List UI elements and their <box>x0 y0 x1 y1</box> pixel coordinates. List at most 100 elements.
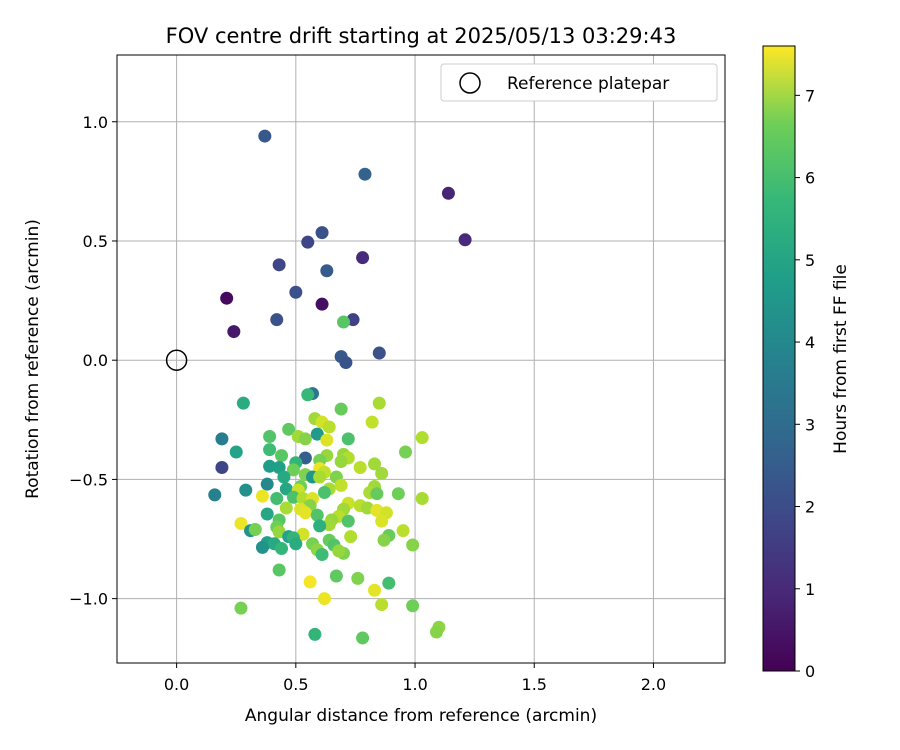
y-axis-label: Rotation from reference (arcmin) <box>23 219 43 499</box>
data-point <box>334 478 348 492</box>
data-point <box>277 470 291 484</box>
legend: Reference platepar <box>440 63 718 102</box>
data-point <box>356 251 370 265</box>
data-point <box>286 463 300 477</box>
data-point <box>303 575 317 589</box>
data-point <box>248 522 262 536</box>
data-point <box>415 491 429 505</box>
data-point <box>377 533 391 547</box>
data-point <box>315 226 329 240</box>
data-point <box>368 583 382 597</box>
y-tick-label: −1.0 <box>69 590 108 609</box>
data-point <box>341 432 355 446</box>
data-point <box>372 396 386 410</box>
data-point <box>263 459 277 473</box>
x-tick-label: 1.5 <box>522 675 547 694</box>
data-point <box>258 129 272 143</box>
x-tick-label: 0.0 <box>164 675 189 694</box>
data-point <box>351 571 365 585</box>
points-layer <box>208 129 472 645</box>
data-point <box>344 530 358 544</box>
data-point <box>298 432 312 446</box>
data-point <box>322 420 336 434</box>
data-point <box>208 488 222 502</box>
colorbar-tick-label: 6 <box>805 169 815 188</box>
data-point <box>441 186 455 200</box>
colorbar-tick-label: 5 <box>805 251 815 270</box>
data-point <box>370 487 384 501</box>
data-point <box>289 537 303 551</box>
data-point <box>234 601 248 615</box>
y-tick-label: 0.5 <box>83 232 108 251</box>
data-point <box>317 486 331 500</box>
x-tick-label: 1.0 <box>402 675 427 694</box>
data-point <box>322 518 336 532</box>
data-point <box>368 457 382 471</box>
colorbar-tick-label: 0 <box>805 662 815 681</box>
colorbar-tick-label: 3 <box>805 415 815 434</box>
colorbar-tick-label: 2 <box>805 498 815 517</box>
data-point <box>234 517 248 531</box>
data-point <box>215 432 229 446</box>
data-point <box>270 491 284 505</box>
data-point <box>334 402 348 416</box>
data-point <box>337 315 351 329</box>
data-point <box>315 297 329 311</box>
data-point <box>229 445 243 459</box>
data-point <box>391 487 405 501</box>
legend-label: Reference platepar <box>507 74 669 94</box>
data-point <box>415 431 429 445</box>
data-point <box>301 388 315 402</box>
y-ticks: −1.0 −0.5 0.0 0.5 1.0 <box>69 113 117 609</box>
data-point <box>375 598 389 612</box>
data-point <box>272 563 286 577</box>
data-point <box>260 507 274 521</box>
reference-platepar-marker <box>165 349 188 371</box>
data-point <box>382 576 396 590</box>
grid-layer <box>117 55 725 663</box>
data-point <box>220 291 234 305</box>
data-point <box>339 356 353 370</box>
data-point <box>275 449 289 463</box>
y-tick-label: −0.5 <box>69 470 108 489</box>
data-point <box>406 538 420 552</box>
data-point <box>406 599 420 613</box>
data-point <box>272 258 286 272</box>
data-point <box>313 470 327 484</box>
data-point <box>341 514 355 528</box>
y-tick-label: 0.0 <box>83 351 108 370</box>
data-point <box>396 524 410 538</box>
data-point <box>263 443 277 457</box>
data-point <box>286 490 300 504</box>
legend-box <box>440 63 718 102</box>
data-point <box>320 264 334 278</box>
data-point <box>313 519 327 533</box>
data-point <box>358 167 372 181</box>
data-point <box>236 396 250 410</box>
plot-frame <box>116 54 726 664</box>
data-point <box>310 427 324 441</box>
data-point <box>301 235 315 249</box>
data-point <box>279 501 293 515</box>
data-point <box>255 489 269 503</box>
data-point <box>429 625 443 639</box>
data-point <box>270 313 284 327</box>
data-point <box>458 233 472 247</box>
chart-title: FOV centre drift starting at 2025/05/13 … <box>166 24 677 48</box>
data-point <box>315 548 329 562</box>
colorbar-tick-label: 7 <box>805 86 815 105</box>
data-point <box>260 477 274 491</box>
data-point <box>399 445 413 459</box>
y-tick-label: 1.0 <box>83 113 108 132</box>
x-tick-label: 0.5 <box>283 675 308 694</box>
data-point <box>255 540 269 554</box>
data-point <box>353 460 367 474</box>
data-point <box>215 460 229 474</box>
x-ticks: 0.0 0.5 1.0 1.5 2.0 <box>164 663 666 694</box>
data-point <box>239 483 253 497</box>
colorbar-gradient <box>762 45 796 672</box>
colorbar-tick-label: 4 <box>805 333 815 352</box>
data-point <box>375 466 389 480</box>
